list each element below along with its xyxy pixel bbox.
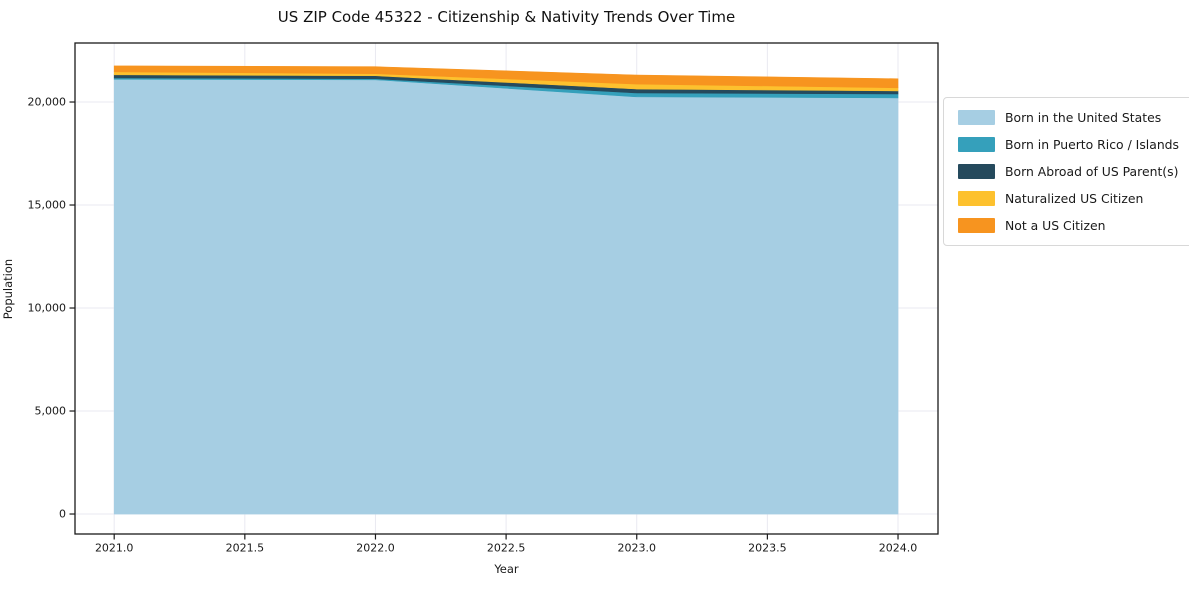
- legend: Born in the United States Born in Puerto…: [943, 97, 1189, 246]
- y-axis-label: Population: [1, 258, 15, 320]
- legend-label: Born in the United States: [1005, 110, 1162, 125]
- x-tick-label: 2021.5: [226, 542, 265, 555]
- legend-item: Born in Puerto Rico / Islands: [958, 131, 1189, 158]
- legend-label: Not a US Citizen: [1005, 218, 1106, 233]
- area-series-4: [113, 65, 899, 89]
- legend-item: Born Abroad of US Parent(s): [958, 158, 1189, 185]
- legend-label: Born Abroad of US Parent(s): [1005, 164, 1179, 179]
- x-axis-label: Year: [494, 562, 519, 576]
- legend-label: Born in Puerto Rico / Islands: [1005, 137, 1180, 152]
- legend-swatch-not-citizen-icon: [958, 218, 995, 233]
- legend-item: Born in the United States: [958, 104, 1189, 131]
- x-tick-label: 2021.0: [95, 542, 134, 555]
- legend-swatch-born-abroad-icon: [958, 164, 995, 179]
- x-tick-label: 2023.0: [617, 542, 656, 555]
- y-tick-label: 10,000: [28, 302, 67, 315]
- y-tick-label: 5,000: [35, 405, 67, 418]
- legend-item: Not a US Citizen: [958, 212, 1189, 239]
- x-tick-label: 2024.0: [879, 542, 918, 555]
- y-tick-label: 0: [59, 508, 66, 521]
- x-tick-label: 2022.0: [356, 542, 395, 555]
- chart-title: US ZIP Code 45322 - Citizenship & Nativi…: [277, 8, 736, 26]
- legend-label: Naturalized US Citizen: [1005, 191, 1144, 206]
- legend-swatch-puerto-rico-icon: [958, 137, 995, 152]
- x-tick-label: 2023.5: [748, 542, 787, 555]
- y-tick-label: 15,000: [28, 199, 67, 212]
- x-tick-label: 2022.5: [487, 542, 526, 555]
- area-series-0: [113, 79, 899, 515]
- y-tick-label: 20,000: [28, 96, 67, 109]
- legend-swatch-naturalized-icon: [958, 191, 995, 206]
- legend-swatch-born-us-icon: [958, 110, 995, 125]
- legend-item: Naturalized US Citizen: [958, 185, 1189, 212]
